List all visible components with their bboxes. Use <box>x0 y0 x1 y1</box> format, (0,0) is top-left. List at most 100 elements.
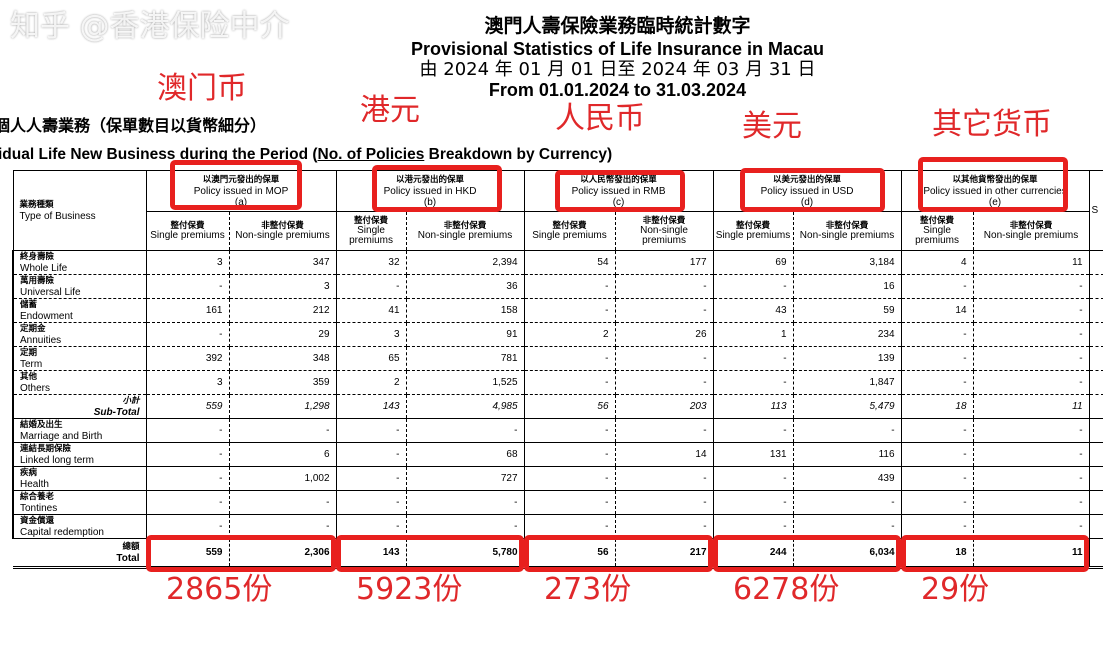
single-value-cell: 143 <box>336 538 407 569</box>
non-single-value-cell: 158 <box>406 298 525 323</box>
table-row: 終身壽險 Whole Life 3 347 32 2,394 54 177 69 3,184 4 11 <box>12 250 1103 275</box>
total-annotation: 5923份 <box>356 572 463 607</box>
watermark: 知乎 @香港保险中介 <box>10 9 290 44</box>
single-value-cell: 3 <box>146 370 230 395</box>
row-label: 綜合養老 Tontines <box>12 490 147 515</box>
section-title-underlined: No. of Policies <box>317 146 425 163</box>
row-label: 結婚及出生 Marriage and Birth <box>12 418 147 443</box>
non-single-value-cell: - <box>793 490 902 515</box>
single-value-cell: - <box>146 490 230 515</box>
single-value-cell: - <box>901 346 974 371</box>
row-label: 萬用壽險 Universal Life <box>12 274 147 299</box>
single-value-cell: - <box>713 466 794 491</box>
single-value-cell: - <box>901 274 974 299</box>
period-zh: 由 2024 年 01 月 01 日至 2024 年 03 月 31 日 <box>419 59 816 80</box>
single-value-cell: - <box>901 322 974 347</box>
cutoff-cell <box>1089 394 1103 419</box>
single-value-cell: 18 <box>901 538 974 569</box>
single-value-cell: - <box>336 442 407 467</box>
total-annotation: 273份 <box>544 572 632 607</box>
table-row: 總額 Total 559 2,306 143 5,780 56 217 244 6,034 18 11 <box>13 538 1103 569</box>
non-single-value-cell: 177 <box>615 250 714 275</box>
non-single-value-cell: 359 <box>229 370 337 395</box>
non-single-value-cell: 139 <box>793 346 902 371</box>
total-annotation: 29份 <box>921 572 990 607</box>
section-title-en: idual Life New Business during the Perio… <box>0 146 612 163</box>
non-single-value-cell: - <box>973 418 1090 443</box>
single-value-cell: 14 <box>901 298 974 323</box>
non-single-value-cell: 29 <box>229 322 337 347</box>
non-single-value-cell: - <box>973 514 1090 539</box>
non-single-value-cell: 5,479 <box>793 394 902 419</box>
cutoff-cell <box>1089 370 1103 395</box>
currency-annotation: 人民币 <box>555 101 645 136</box>
non-single-value-cell: 36 <box>406 274 525 299</box>
row-label: 總額 Total <box>13 538 147 569</box>
single-value-cell: - <box>524 298 616 323</box>
table-row: 其他 Others 3 359 2 1,525- - -1,847- - <box>12 370 1103 395</box>
single-value-cell: 161 <box>146 298 230 323</box>
non-single-value-cell: - <box>615 298 714 323</box>
row-label: 定期 Term <box>12 346 147 371</box>
total-highlight-box <box>336 535 524 572</box>
single-value-cell: 559 <box>146 394 230 419</box>
non-single-value-cell: - <box>406 490 525 515</box>
non-single-premiums-header: 非整付保費 Non-single premiums <box>406 211 525 251</box>
total-annotation: 2865份 <box>166 572 273 607</box>
non-single-value-cell: 1,847 <box>793 370 902 395</box>
single-value-cell: 41 <box>336 298 407 323</box>
non-single-value-cell: 11 <box>973 394 1090 419</box>
table-row: 小計 Sub-Total 559 1,298 143 4,985 56 203 113 5,479… <box>12 394 1103 419</box>
row-label: 小計 Sub-Total <box>12 394 147 419</box>
single-value-cell: 18 <box>901 394 974 419</box>
single-value-cell: - <box>146 274 230 299</box>
row-label: 疾病 Health <box>12 466 147 491</box>
single-value-cell: 43 <box>713 298 794 323</box>
single-value-cell: - <box>524 346 616 371</box>
non-single-value-cell: - <box>615 346 714 371</box>
non-single-value-cell: - <box>615 274 714 299</box>
total-annotation: 6278份 <box>733 572 840 607</box>
single-value-cell: 559 <box>146 538 230 569</box>
currency-annotation: 港元 <box>360 93 420 128</box>
single-premiums-header: 整付保費 Single premiums <box>145 211 230 251</box>
non-single-value-cell: 439 <box>793 466 902 491</box>
non-single-value-cell: - <box>973 442 1090 467</box>
single-premiums-header: 整付保費 Single premiums <box>900 211 974 251</box>
non-single-value-cell: 16 <box>793 274 902 299</box>
non-single-value-cell: 14 <box>615 442 714 467</box>
table-row: 結婚及出生 Marriage and Birth - - - - - - - - - - <box>12 418 1103 443</box>
cutoff-column: S <box>1088 170 1103 251</box>
non-single-value-cell: 11 <box>973 250 1090 275</box>
table-row: 綜合養老 Tontines - - - - - - - - - - <box>12 490 1103 515</box>
row-label: 資金償還 Capital redemption <box>12 514 147 539</box>
non-single-value-cell: - <box>229 514 337 539</box>
non-single-value-cell: 3 <box>229 274 337 299</box>
table-row: 連結長期保險 Linked long term -6-68-14 131 116- - <box>12 442 1103 467</box>
cutoff-cell <box>1089 442 1103 467</box>
non-single-premiums-header: 非整付保費 Non-single premiums <box>615 211 714 251</box>
single-premiums-header: 整付保費 Single premiums <box>523 211 616 251</box>
single-premiums-header: 整付保費 Single premiums <box>712 211 794 251</box>
single-premiums-header: 整付保費 Single premiums <box>335 211 407 251</box>
row-label: 定期金 Annuities <box>12 322 147 347</box>
title-zh: 澳門人壽保險業務臨時統計數字 <box>484 15 751 37</box>
single-value-cell: 54 <box>524 250 616 275</box>
non-single-value-cell: 68 <box>406 442 525 467</box>
section-title-part: idual Life New Business during the Perio… <box>0 146 318 163</box>
table-row: 儲蓄 Endowment 161 212 41 158- -43 59 14- <box>12 298 1103 323</box>
non-single-value-cell: - <box>973 370 1090 395</box>
non-single-value-cell: 1,525 <box>406 370 525 395</box>
single-value-cell: - <box>336 466 407 491</box>
non-single-value-cell: - <box>793 418 902 443</box>
non-single-value-cell: 348 <box>229 346 337 371</box>
single-value-cell: - <box>901 466 974 491</box>
single-value-cell: - <box>713 346 794 371</box>
row-label: 其他 Others <box>12 370 147 395</box>
single-value-cell: 1 <box>713 322 794 347</box>
single-value-cell: - <box>524 490 616 515</box>
single-value-cell: - <box>901 442 974 467</box>
non-single-value-cell: 91 <box>406 322 525 347</box>
non-single-value-cell: 1,002 <box>229 466 337 491</box>
highlight-box <box>170 160 302 210</box>
